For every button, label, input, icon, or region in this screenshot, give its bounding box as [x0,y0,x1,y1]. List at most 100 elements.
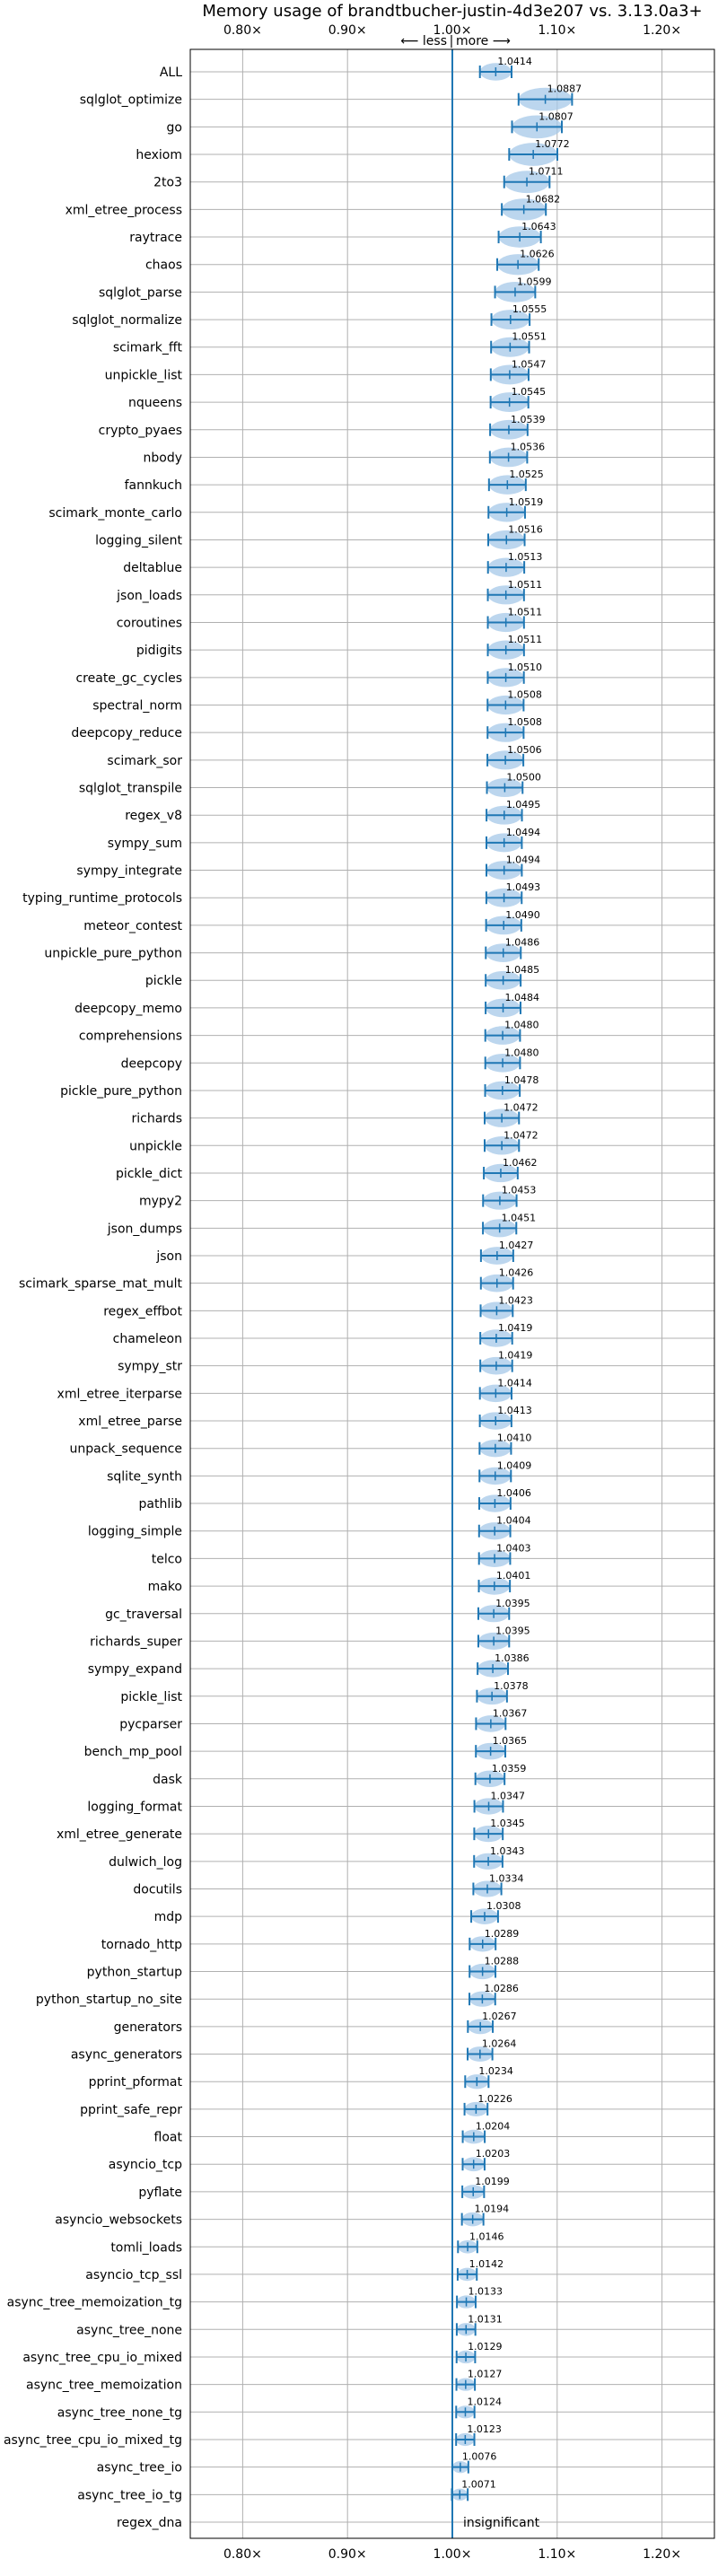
value-label: 1.0711 [529,166,564,178]
category-label: scimark_fft [113,341,183,355]
x-tick-label-top: 1.10× [538,23,576,38]
value-label: 1.0386 [495,1652,530,1664]
category-label: sympy_integrate [76,864,182,879]
category-label: pidigits [136,644,182,658]
value-label: 1.0131 [468,2313,503,2325]
value-label: 1.0343 [490,1845,525,1857]
category-label: asyncio_websockets [55,2213,182,2228]
category-label: unpickle_pure_python [44,947,182,961]
value-label: 1.0334 [489,1872,524,1884]
category-label: hexiom [136,148,182,162]
category-label: typing_runtime_protocols [22,891,182,906]
value-label: 1.0204 [476,2121,511,2133]
value-label: 1.0127 [468,2369,503,2380]
category-label: python_startup [87,1966,182,1980]
value-label: 1.0406 [496,1487,531,1499]
category-label: sympy_str [118,1360,182,1374]
value-label: 1.0525 [509,469,544,480]
value-label: 1.0485 [505,964,540,976]
category-label: scimark_sparse_mat_mult [19,1277,182,1292]
value-label: 1.0545 [512,386,547,398]
value-label: 1.0423 [498,1294,533,1306]
x-tick-label-bottom: 1.20× [643,2547,681,2562]
category-label: spectral_norm [92,699,182,714]
category-label: async_tree_memoization_tg [7,2296,182,2310]
value-label: 1.0226 [477,2093,512,2105]
value-label: 1.0133 [468,2286,503,2298]
category-label: telco [152,1552,182,1566]
value-label: 1.0288 [485,1956,520,1967]
category-label: tomli_loads [110,2240,182,2255]
value-label: 1.0395 [495,1625,530,1636]
category-label: nbody [144,451,183,465]
value-label: 1.0124 [467,2396,502,2407]
value-label: 1.0203 [476,2148,511,2160]
value-label: 1.0626 [520,249,555,260]
value-label: 1.0146 [469,2230,504,2242]
value-label: 1.0286 [484,1983,519,1994]
category-label: crypto_pyaes [99,424,182,438]
category-label: json_dumps [107,1222,182,1236]
category-label: 2to3 [153,176,182,190]
category-label: scimark_monte_carlo [48,506,182,521]
value-label: 1.0378 [494,1680,529,1692]
value-label: 1.0493 [506,881,541,893]
category-label: regex_v8 [125,809,182,823]
category-label: async_tree_memoization [26,2379,182,2393]
value-label: 1.0395 [495,1598,530,1609]
value-label: 1.0194 [475,2204,510,2215]
category-label: unpack_sequence [70,1442,182,1457]
category-label: asyncio_tcp [109,2158,182,2172]
category-label: pprint_pformat [89,2075,183,2090]
category-label: sqlglot_normalize [72,313,182,328]
value-label: 1.0123 [467,2423,502,2435]
category-label: async_tree_none [76,2323,182,2337]
value-labels: 1.0414 1.0887 1.0807 1.0772 1.0711 1.0682 1.06… [461,56,582,2530]
category-label: deepcopy_reduce [71,726,182,740]
category-label: xml_etree_parse [78,1415,182,1429]
value-label: 1.0508 [507,716,542,728]
value-label: 1.0076 [462,2451,497,2463]
category-label: logging_format [87,1800,182,1814]
value-label: 1.0887 [547,83,582,95]
x-tick-label-bottom: 0.80× [223,2547,262,2562]
value-label: 1.0427 [499,1240,534,1251]
value-label: 1.0401 [496,1570,531,1582]
value-label: 1.0490 [505,909,540,921]
value-label: 1.0516 [508,523,543,535]
x-tick-label-bottom: 1.10× [538,2547,576,2562]
value-label: 1.0772 [535,138,570,150]
value-label: 1.0453 [502,1185,537,1196]
category-label: nqueens [128,396,182,410]
category-label: deepcopy [121,1056,182,1071]
value-label: 1.0359 [492,1763,527,1774]
category-label: pickle_pure_python [60,1084,182,1099]
category-label: async_tree_cpu_io_mixed_tg [4,2433,182,2448]
value-label: 1.0413 [497,1405,532,1416]
x-tick-label-bottom: 0.90× [328,2547,367,2562]
category-label: sympy_sum [108,837,182,851]
value-label: 1.0486 [505,937,540,949]
value-label: 1.0264 [482,2038,517,2050]
value-label: 1.0367 [493,1707,528,1719]
category-label: unpickle [129,1139,182,1153]
chart-title: Memory usage of brandtbucher-justin-4d3e… [202,2,702,21]
category-label: coroutines [117,616,182,630]
category-label: scimark_sor [107,754,182,768]
violin-marks [451,49,574,2538]
value-label: 1.0551 [512,331,547,343]
value-label: 1.0494 [506,827,541,838]
value-label: 1.0409 [497,1459,532,1471]
category-label: raytrace [129,231,182,245]
category-label: unpickle_list [105,368,183,382]
value-label: 1.0494 [506,854,541,866]
value-label: 1.0513 [508,551,543,563]
value-label: 1.0511 [508,634,543,645]
plot-frame [189,48,715,2539]
value-label: 1.0495 [506,799,541,810]
x-tick-label-top: 1.00× [433,23,472,38]
value-label: 1.0478 [504,1074,539,1086]
category-label: logging_silent [95,533,182,548]
value-label: 1.0410 [497,1433,532,1444]
category-label: logging_simple [88,1525,182,1539]
